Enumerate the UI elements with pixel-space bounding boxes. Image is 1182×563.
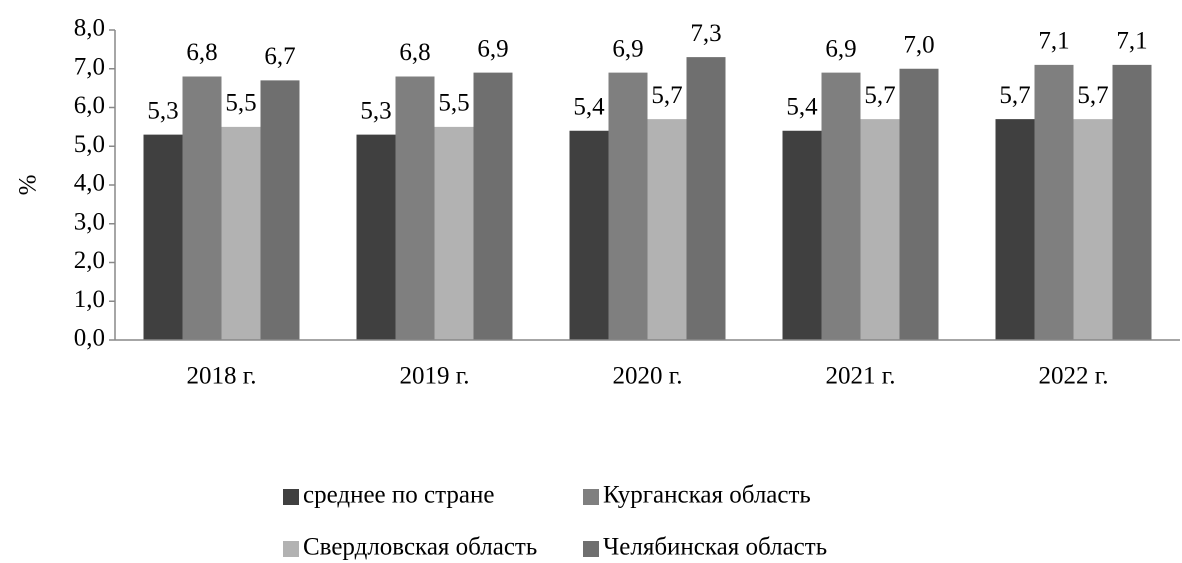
bar <box>647 119 687 340</box>
value-label: 5,3 <box>147 97 178 124</box>
bar <box>782 130 822 340</box>
bar <box>995 119 1035 340</box>
legend-label: Челябинская область <box>603 534 827 561</box>
y-tick-label: 2,0 <box>74 247 105 274</box>
bar <box>821 72 861 340</box>
bar <box>1112 64 1152 340</box>
value-label: 6,9 <box>825 35 856 62</box>
bar <box>1034 64 1074 340</box>
bar <box>356 134 396 340</box>
value-label: 6,9 <box>612 35 643 62</box>
bar <box>569 130 609 340</box>
value-label: 5,7 <box>999 82 1030 109</box>
y-tick-label: 1,0 <box>74 286 105 313</box>
value-label: 6,8 <box>186 39 217 66</box>
bar <box>221 126 261 340</box>
y-tick-label: 6,0 <box>74 92 105 119</box>
bar <box>260 80 300 340</box>
value-label: 6,9 <box>477 35 508 62</box>
value-label: 5,7 <box>864 82 895 109</box>
bar <box>434 126 474 340</box>
legend-swatch <box>283 541 299 557</box>
y-tick-label: 3,0 <box>74 208 105 235</box>
value-label: 5,5 <box>438 90 469 117</box>
legend-swatch <box>583 489 599 505</box>
bar <box>395 76 435 340</box>
value-label: 7,3 <box>690 20 721 47</box>
bar <box>473 72 513 340</box>
y-tick-label: 0,0 <box>74 325 105 352</box>
y-tick-label: 7,0 <box>74 53 105 80</box>
value-label: 5,4 <box>573 93 605 120</box>
bar <box>143 134 183 340</box>
value-label: 6,8 <box>399 39 430 66</box>
legend-swatch <box>583 541 599 557</box>
bar <box>608 72 648 340</box>
x-tick-label: 2020 г. <box>613 363 683 390</box>
bar <box>1073 119 1113 340</box>
value-label: 7,1 <box>1038 28 1069 55</box>
legend-label: Курганская область <box>603 482 811 509</box>
y-axis-label: % <box>15 175 42 196</box>
y-tick-label: 4,0 <box>74 170 105 197</box>
x-tick-label: 2018 г. <box>187 363 257 390</box>
value-label: 5,7 <box>1077 82 1108 109</box>
value-label: 6,7 <box>264 43 295 70</box>
bar <box>899 68 939 340</box>
value-label: 7,1 <box>1116 28 1147 55</box>
x-tick-label: 2021 г. <box>826 363 896 390</box>
bar <box>860 119 900 340</box>
legend-label: Свердловская область <box>303 534 537 561</box>
bar <box>182 76 222 340</box>
value-label: 5,3 <box>360 97 391 124</box>
value-label: 5,7 <box>651 82 682 109</box>
x-tick-label: 2019 г. <box>400 363 470 390</box>
y-tick-label: 5,0 <box>74 131 105 158</box>
value-label: 5,5 <box>225 90 256 117</box>
legend-swatch <box>283 489 299 505</box>
bar <box>686 57 726 340</box>
x-tick-label: 2022 г. <box>1039 363 1109 390</box>
legend-label: среднее по стране <box>303 482 494 509</box>
value-label: 7,0 <box>903 31 934 58</box>
y-tick-label: 8,0 <box>74 15 105 42</box>
value-label: 5,4 <box>786 93 818 120</box>
